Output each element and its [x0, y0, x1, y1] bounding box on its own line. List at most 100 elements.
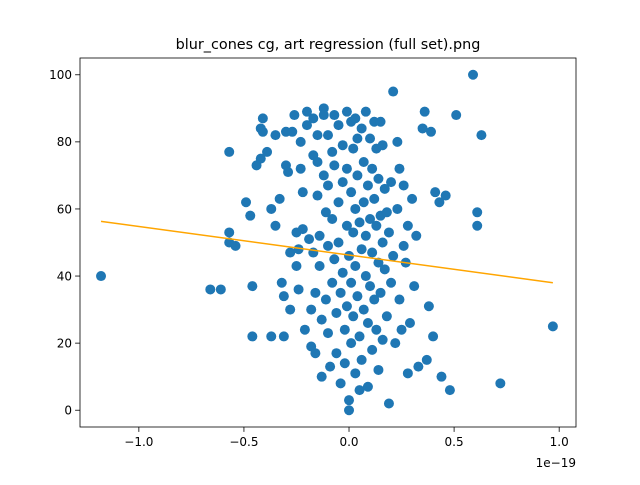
data-point — [407, 193, 418, 204]
data-point — [247, 281, 258, 292]
data-point — [339, 358, 350, 369]
data-point — [390, 338, 401, 349]
x-tick-label: 1.0 — [550, 435, 569, 449]
data-point — [362, 318, 373, 329]
data-point — [381, 311, 392, 322]
data-point — [472, 220, 483, 231]
plot-frame — [79, 57, 577, 428]
data-point — [371, 324, 382, 335]
data-point — [434, 197, 445, 208]
data-point — [344, 405, 355, 416]
data-point — [329, 254, 340, 265]
data-point — [430, 187, 441, 198]
data-point — [266, 331, 277, 342]
data-point — [333, 237, 344, 248]
data-point — [333, 197, 344, 208]
data-point — [301, 106, 312, 117]
data-point — [436, 371, 447, 382]
data-point — [451, 110, 462, 121]
data-point — [270, 130, 281, 141]
chart-title: blur_cones cg, art regression (full set)… — [176, 37, 481, 53]
data-point — [417, 123, 428, 134]
data-point — [215, 284, 226, 295]
data-point — [341, 301, 352, 312]
data-point — [278, 291, 289, 302]
data-point — [348, 227, 359, 238]
data-points — [96, 69, 558, 416]
data-point — [323, 130, 333, 141]
data-point — [297, 224, 308, 235]
data-point — [224, 227, 235, 238]
data-point — [344, 395, 355, 406]
data-point — [402, 220, 413, 231]
data-point — [327, 146, 338, 157]
data-point — [440, 190, 451, 201]
data-point — [346, 338, 357, 349]
data-point — [360, 106, 371, 117]
data-point — [96, 271, 107, 282]
y-tick-label: 40 — [57, 269, 72, 283]
data-point — [354, 385, 365, 396]
data-point — [367, 344, 378, 355]
data-point — [388, 250, 399, 261]
data-point — [346, 187, 357, 198]
data-point — [308, 113, 319, 124]
data-point — [241, 197, 252, 208]
data-point — [375, 287, 386, 298]
data-point — [333, 120, 344, 131]
data-point — [325, 361, 336, 372]
data-point — [352, 170, 363, 181]
data-point — [335, 287, 346, 298]
data-point — [428, 331, 439, 342]
data-point — [383, 398, 394, 409]
regression-line-layer — [100, 220, 553, 284]
data-point — [472, 207, 483, 218]
data-point — [289, 110, 300, 121]
data-point — [337, 177, 348, 188]
data-point — [224, 146, 235, 157]
data-point — [341, 220, 352, 231]
data-point — [310, 287, 321, 298]
data-point — [352, 291, 363, 302]
data-point — [314, 230, 325, 241]
data-point — [335, 378, 346, 389]
data-point — [423, 301, 434, 312]
data-point — [266, 203, 277, 214]
data-point — [367, 247, 378, 258]
data-point — [287, 126, 298, 137]
data-point — [379, 264, 390, 275]
data-point — [377, 334, 388, 345]
y-tick-label: 100 — [49, 68, 72, 82]
data-point — [312, 156, 323, 167]
x-axis-offset-text: 1e−19 — [536, 456, 576, 470]
data-point — [350, 368, 361, 379]
data-point — [257, 113, 268, 124]
data-point — [373, 364, 384, 375]
data-point — [339, 324, 350, 335]
data-point — [369, 193, 380, 204]
data-point — [320, 294, 331, 305]
data-point — [356, 244, 367, 255]
data-point — [365, 214, 376, 225]
data-point — [377, 140, 388, 151]
data-point — [413, 361, 424, 372]
x-axis: −1.0 −0.5 0.0 0.5 1.0 — [124, 427, 569, 449]
data-point — [344, 250, 355, 261]
data-point — [409, 281, 420, 292]
data-point — [362, 180, 373, 191]
data-point — [398, 240, 409, 251]
data-point — [329, 110, 340, 121]
data-point — [360, 271, 371, 282]
data-point — [327, 277, 338, 288]
data-point — [394, 163, 405, 174]
data-point — [348, 143, 359, 154]
data-point — [377, 237, 388, 248]
data-point — [425, 126, 436, 137]
data-point — [495, 378, 506, 389]
data-point — [262, 146, 273, 157]
data-point — [285, 247, 296, 258]
data-point — [331, 348, 342, 359]
data-point — [379, 183, 390, 194]
data-point — [337, 140, 348, 151]
